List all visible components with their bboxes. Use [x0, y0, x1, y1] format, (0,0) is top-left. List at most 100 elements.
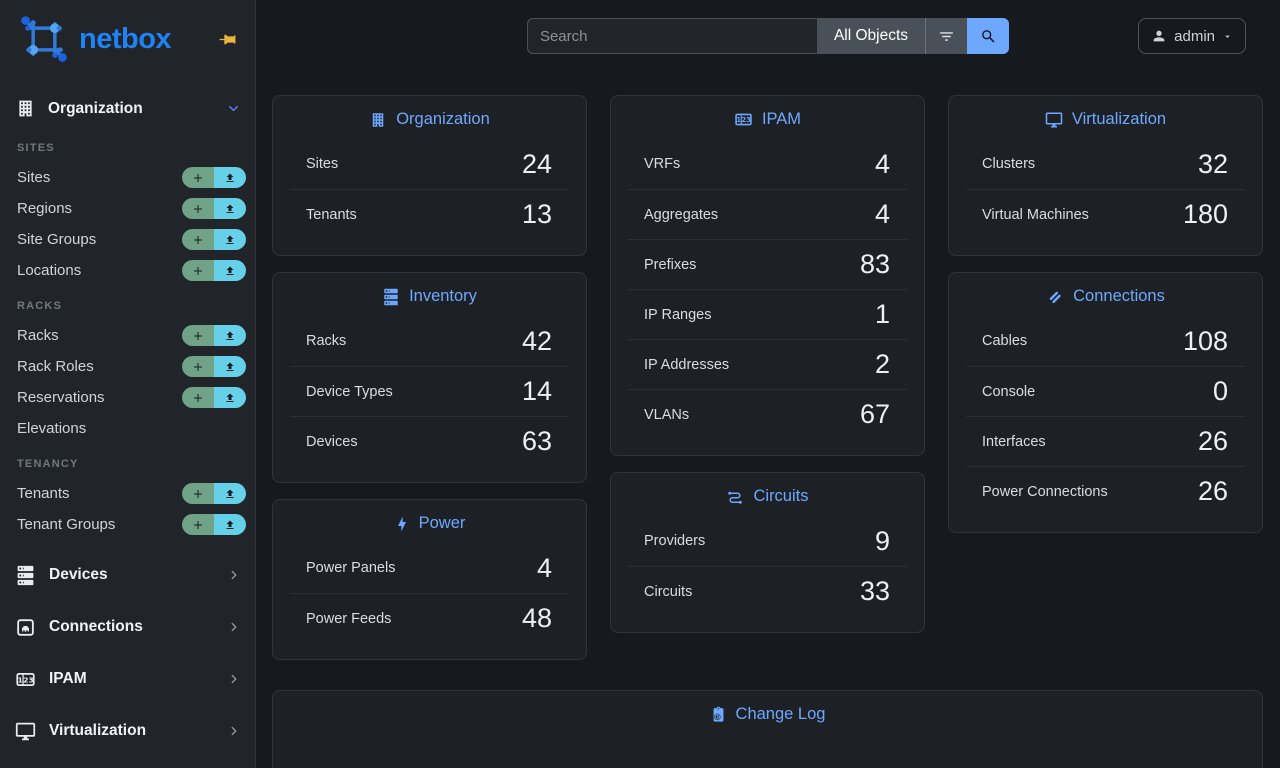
stat-value: 108 [1182, 325, 1228, 356]
sidebar-item-devices[interactable]: Devices [0, 549, 255, 601]
card-connections-title[interactable]: Connections [949, 287, 1262, 306]
stat-label-link[interactable]: Sites [306, 156, 339, 172]
add-button[interactable] [182, 167, 214, 188]
chevron-down-icon [226, 101, 241, 116]
import-button[interactable] [214, 167, 246, 188]
stat-row: Racks 42 [290, 316, 569, 366]
import-button[interactable] [214, 387, 246, 408]
add-button[interactable] [182, 229, 214, 250]
import-button[interactable] [214, 229, 246, 250]
add-button[interactable] [182, 356, 214, 377]
stat-value: 63 [521, 426, 552, 456]
stat-label-link[interactable]: Virtual Machines [982, 206, 1089, 223]
sidebar-item-elevations[interactable]: Elevations [17, 420, 87, 437]
add-button[interactable] [182, 514, 214, 535]
sidebar-header: netbox [0, 0, 255, 77]
add-button[interactable] [182, 198, 214, 219]
card-circuits-title[interactable]: Circuits [611, 487, 924, 506]
search-scope-dropdown[interactable]: All Objects [816, 18, 926, 54]
sidebar-item-tenants[interactable]: Tenants [0, 478, 255, 509]
plus-icon [194, 204, 202, 213]
card-connections: Connections Cables 108 Console 0 Interfa… [948, 272, 1263, 533]
import-button[interactable] [214, 198, 246, 219]
stat-label-link[interactable]: Providers [644, 533, 706, 549]
stat-row: Power Panels 4 [290, 543, 569, 593]
sidebar-item-ipam[interactable]: 1 23 IPAM [0, 653, 255, 705]
sidebar-item-reservations[interactable]: Reservations [0, 382, 255, 413]
pin-sidebar-icon[interactable] [218, 30, 237, 49]
stat-label-link[interactable]: Tenants [306, 206, 357, 223]
import-button[interactable] [214, 356, 246, 377]
add-button[interactable] [182, 325, 214, 346]
add-button[interactable] [182, 387, 214, 408]
stat-label-link[interactable]: Power Panels [306, 560, 396, 576]
stat-value: 13 [521, 199, 552, 229]
user-menu-button[interactable]: admin [1138, 18, 1246, 54]
sidebar-item-racks[interactable]: Racks [0, 320, 255, 351]
search-button[interactable] [967, 18, 1010, 54]
svg-text:1: 1 [18, 675, 23, 684]
card-power-title[interactable]: Power [273, 514, 586, 533]
sidebar-section-tenancy: TENANCY [17, 458, 79, 470]
stat-value: 42 [521, 325, 552, 356]
card-inventory-title[interactable]: Inventory [273, 287, 586, 306]
stat-label-link[interactable]: VRFs [644, 156, 681, 172]
topbar: All Objects admin [256, 0, 1280, 72]
stat-label-link[interactable]: Power Feeds [306, 610, 392, 627]
card-ipam-title[interactable]: 1 23 IPAM [611, 110, 924, 129]
filter-button[interactable] [926, 18, 968, 54]
sidebar-item-regions[interactable]: Regions [0, 193, 255, 224]
stat-label-link[interactable]: Circuits [644, 583, 693, 600]
sidebar-item-label: Organization [48, 99, 143, 117]
sidebar-item-tenant-groups[interactable]: Tenant Groups [0, 509, 255, 540]
stat-label-link[interactable]: VLANs [644, 406, 690, 423]
stat-row: Power Connections 26 [966, 466, 1245, 516]
sidebar-item-locations[interactable]: Locations [0, 255, 255, 286]
stat-label-link[interactable]: Console [982, 383, 1036, 400]
stat-label-link[interactable]: Interfaces [982, 433, 1046, 450]
sidebar-item-rack-roles[interactable]: Rack Roles [0, 351, 255, 382]
stat-label-link[interactable]: Device Types [306, 383, 393, 400]
counter-icon: 1 23 [15, 669, 36, 690]
stat-label-link[interactable]: Devices [306, 433, 358, 450]
stat-row: Prefixes 83 [628, 239, 907, 289]
stat-value: 2 [874, 349, 890, 379]
quick-actions [182, 387, 246, 408]
card-inventory: Inventory Racks 42 Device Types 14 Devic… [272, 272, 587, 483]
netbox-logo[interactable]: netbox [18, 13, 172, 65]
import-button[interactable] [214, 325, 246, 346]
import-button[interactable] [214, 260, 246, 281]
server-icon [15, 565, 36, 586]
card-change-log-title[interactable]: Change Log [273, 705, 1262, 724]
card-organization-title[interactable]: Organization [273, 110, 586, 129]
sidebar-item-sites[interactable]: Sites [0, 162, 255, 193]
card-power: Power Power Panels 4 Power Feeds 48 [272, 499, 587, 660]
stat-label-link[interactable]: IP Ranges [644, 306, 712, 323]
dashboard-content: Organization Sites 24 Tenants 13 Invento… [256, 72, 1280, 768]
stat-row: IP Addresses 2 [628, 339, 907, 389]
quick-actions [182, 198, 246, 219]
plus-icon [194, 173, 202, 182]
quick-actions [182, 356, 246, 377]
card-virtualization-title[interactable]: Virtualization [949, 110, 1262, 129]
import-button[interactable] [214, 483, 246, 504]
stat-label-link[interactable]: Racks [306, 333, 347, 349]
stat-label-link[interactable]: Clusters [982, 156, 1036, 172]
stat-label-link[interactable]: Cables [982, 333, 1028, 349]
sidebar-item-organization[interactable]: Organization [0, 89, 255, 128]
sidebar-item-virtualization[interactable]: Virtualization [0, 705, 255, 757]
sidebar-collapsed-groups: Devices Connections 1 23 IPAM [0, 549, 255, 757]
stat-label-link[interactable]: Power Connections [982, 483, 1108, 500]
add-button[interactable] [182, 483, 214, 504]
add-button[interactable] [182, 260, 214, 281]
stat-value: 83 [859, 249, 890, 279]
monitor-icon [15, 721, 36, 742]
person-icon [1153, 30, 1165, 42]
sidebar-item-site-groups[interactable]: Site Groups [0, 224, 255, 255]
import-button[interactable] [214, 514, 246, 535]
search-input[interactable] [526, 18, 817, 54]
stat-label-link[interactable]: Aggregates [644, 206, 719, 223]
stat-label-link[interactable]: Prefixes [644, 256, 697, 273]
sidebar-item-connections[interactable]: Connections [0, 601, 255, 653]
stat-label-link[interactable]: IP Addresses [644, 356, 730, 373]
